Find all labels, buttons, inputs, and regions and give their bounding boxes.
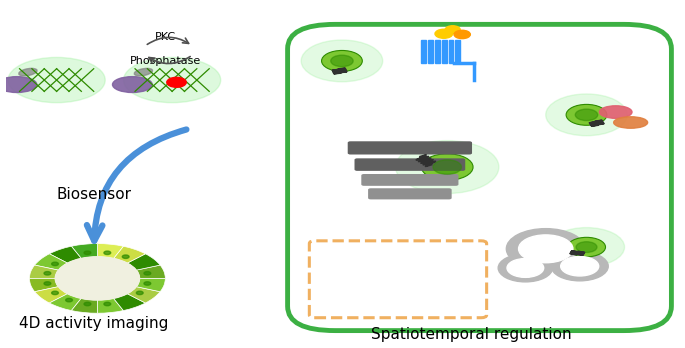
FancyBboxPatch shape [288,24,671,331]
Bar [435,40,440,63]
Wedge shape [49,246,82,263]
Circle shape [123,255,129,259]
Ellipse shape [112,77,152,93]
Ellipse shape [8,57,105,103]
Circle shape [498,254,553,282]
Circle shape [51,291,58,295]
Wedge shape [97,298,123,313]
FancyBboxPatch shape [348,141,472,155]
Circle shape [55,257,140,300]
Circle shape [551,252,608,281]
Circle shape [396,141,499,193]
Wedge shape [136,278,165,292]
Circle shape [144,271,151,275]
Bar [428,40,433,63]
Circle shape [454,30,471,39]
Circle shape [136,262,143,266]
FancyBboxPatch shape [368,188,451,199]
Text: PKC: PKC [155,32,176,41]
Wedge shape [29,278,58,292]
Circle shape [136,291,143,295]
Circle shape [301,40,383,82]
Wedge shape [35,287,68,303]
Text: 4D activity imaging: 4D activity imaging [19,316,169,331]
Wedge shape [114,246,145,263]
Wedge shape [97,244,123,259]
FancyBboxPatch shape [361,174,458,186]
Circle shape [561,256,599,276]
Wedge shape [71,244,97,259]
Wedge shape [127,287,160,303]
Wedge shape [49,294,82,310]
Wedge shape [114,294,145,310]
Wedge shape [35,254,68,270]
Circle shape [445,26,460,33]
Circle shape [104,302,111,306]
Wedge shape [136,265,165,278]
Circle shape [144,282,151,285]
Circle shape [84,302,91,306]
Text: Phosphatase: Phosphatase [129,56,201,66]
Circle shape [435,29,453,38]
Wedge shape [29,265,58,278]
Circle shape [433,160,462,174]
Circle shape [549,228,625,267]
Bar [442,40,447,63]
Ellipse shape [614,117,647,128]
Circle shape [421,154,473,180]
Circle shape [576,242,597,252]
Circle shape [321,50,362,71]
Bar [421,40,426,63]
Circle shape [44,271,51,275]
FancyBboxPatch shape [355,158,465,171]
Circle shape [506,229,585,269]
Circle shape [331,55,353,67]
Bar [449,40,453,63]
Text: Biosensor: Biosensor [56,187,132,203]
Circle shape [507,259,544,277]
Circle shape [66,298,73,302]
Circle shape [567,237,606,257]
Circle shape [123,298,129,302]
Circle shape [66,255,73,259]
Ellipse shape [0,77,37,93]
Circle shape [51,262,58,266]
Bar [456,40,460,63]
Circle shape [167,77,186,87]
Ellipse shape [123,57,221,103]
Wedge shape [127,254,160,270]
Wedge shape [71,298,97,313]
Ellipse shape [599,106,632,118]
Circle shape [84,251,91,254]
Circle shape [566,104,607,125]
Ellipse shape [18,68,37,76]
Circle shape [519,235,573,263]
Circle shape [104,251,111,254]
Text: Spatiotemporal regulation: Spatiotemporal regulation [371,326,571,342]
Circle shape [575,109,598,121]
Ellipse shape [134,68,153,76]
Circle shape [44,282,51,285]
Circle shape [546,94,627,136]
